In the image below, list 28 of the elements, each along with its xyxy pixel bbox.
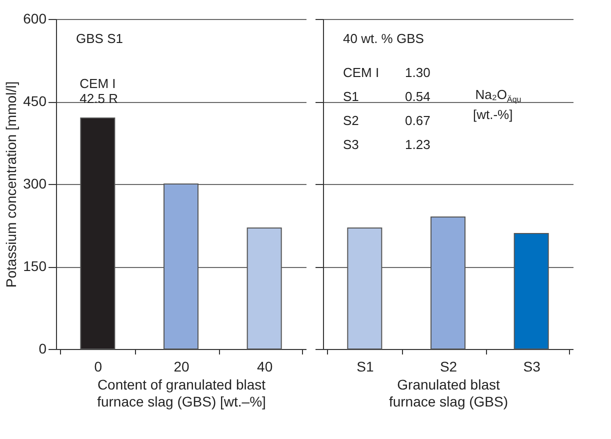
y-tick-label: 0: [38, 340, 47, 356]
annotation: 0.67: [405, 113, 430, 128]
annotation: 1.30: [405, 65, 430, 80]
y-tick-label: 150: [23, 258, 47, 274]
bar: [80, 118, 116, 350]
annotation: CEM I: [343, 65, 380, 80]
annotation: 40 wt. % GBS: [343, 31, 424, 46]
x-tick-label: S3: [523, 358, 541, 374]
annotation: S1: [343, 89, 359, 104]
annotation: S2: [343, 113, 359, 128]
y-axis-title: Potassium concentration [mmol/l]: [3, 81, 20, 288]
x-axis-title: Content of granulated blast furnace slag (GBS) [wt.–%]: [97, 376, 266, 410]
y-tick-label: 600: [23, 10, 47, 26]
bar: [164, 184, 198, 350]
x-tick-label: 20: [174, 358, 190, 374]
y-tick-label: 450: [23, 93, 47, 109]
x-axis-title: Granulated blast furnace slag (GBS): [388, 376, 508, 410]
annotation: 1.23: [405, 137, 430, 152]
x-tick-label: S1: [356, 358, 374, 374]
x-tick-label: S2: [440, 358, 458, 374]
annotation: GBS S1: [76, 31, 123, 46]
x-tick-label: 0: [94, 358, 102, 374]
bar: [246, 228, 282, 350]
y-tick-label: 300: [23, 176, 47, 192]
annotation: S3: [343, 137, 359, 152]
annotation: 0.54: [405, 89, 430, 104]
x-tick-label: 40: [257, 358, 273, 374]
annotation: [wt.-%]: [473, 107, 513, 122]
